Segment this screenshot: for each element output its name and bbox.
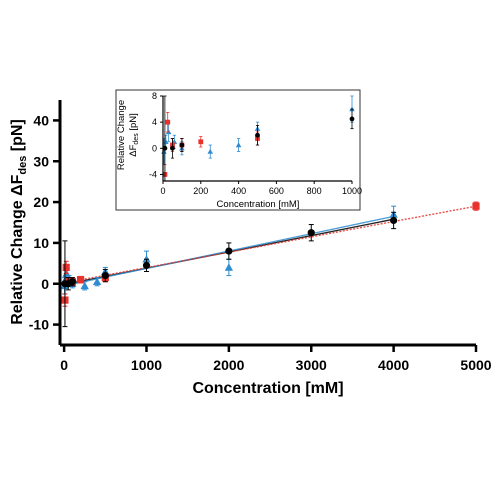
x-tick-label: 4000 bbox=[378, 357, 409, 373]
inset-y-axis-title-line1: Relative Change bbox=[116, 100, 127, 170]
data-point-blue bbox=[224, 258, 234, 277]
inset-point-black-circle bbox=[162, 145, 168, 151]
y-tick-label: -10 bbox=[29, 317, 49, 333]
inset-y-axis-title-line2: ΔFdes [pN] bbox=[128, 113, 140, 157]
y-tick-label: 20 bbox=[33, 194, 49, 210]
inset-y-axis-title-subscript: des bbox=[133, 133, 140, 145]
data-point-red bbox=[76, 275, 85, 284]
data-point-black-circle bbox=[101, 271, 109, 280]
inset-x-tick-label: 800 bbox=[307, 186, 322, 196]
data-point-black-circle bbox=[142, 261, 151, 269]
main-data-points bbox=[60, 201, 480, 328]
inset-y-tick-label: -4 bbox=[149, 169, 157, 179]
inset-x-ticks: 0 200 400 600 800 1000 bbox=[160, 181, 362, 196]
inset-y-axis-title-unit: [pN] bbox=[128, 113, 139, 133]
data-point-red bbox=[472, 201, 480, 211]
inset-x-tick-label: 400 bbox=[231, 186, 246, 196]
inset-x-tick-label: 200 bbox=[193, 186, 208, 196]
x-tick-label: 0 bbox=[60, 357, 68, 373]
data-point-black-circle bbox=[225, 247, 233, 255]
data-point-blue-triangle bbox=[80, 281, 89, 290]
main-y-axis-title-subscript: des bbox=[17, 156, 29, 175]
data-point-black bbox=[307, 224, 315, 242]
inset-point-black-circle bbox=[349, 116, 355, 122]
main-x-axis-title: Concentration [mM] bbox=[192, 380, 343, 397]
y-tick-label: 10 bbox=[33, 235, 49, 251]
inset-point-black bbox=[170, 138, 175, 159]
data-point-red-square bbox=[472, 202, 480, 210]
inset-y-tick-label: 8 bbox=[152, 91, 157, 101]
inset-x-tick-label: 0 bbox=[160, 186, 165, 196]
data-point-black bbox=[225, 242, 233, 260]
main-fit-lines bbox=[63, 205, 477, 287]
data-point-black-circle bbox=[68, 278, 76, 286]
main-y-ticks: -10 0 10 20 30 40 bbox=[29, 112, 60, 333]
inset-point-blue bbox=[235, 138, 242, 152]
x-tick-label: 3000 bbox=[296, 357, 327, 373]
inset-x-tick-label: 600 bbox=[269, 186, 284, 196]
data-point-black-circle bbox=[390, 216, 398, 225]
data-point-red bbox=[62, 260, 70, 275]
inset-x-axis-title: Concentration [mM] bbox=[217, 199, 300, 210]
inset-data-points bbox=[161, 95, 355, 182]
inset-point-blue bbox=[207, 144, 214, 159]
main-y-axis-title-prefix: Relative Change ΔF bbox=[9, 174, 26, 324]
main-y-axis-title: Relative Change ΔFdes [pN] bbox=[9, 119, 29, 325]
fit-line-red bbox=[63, 205, 477, 284]
data-point-black bbox=[142, 258, 151, 272]
x-tick-label: 1000 bbox=[131, 357, 162, 373]
y-tick-label: 40 bbox=[33, 112, 49, 128]
data-point-blue-triangle bbox=[92, 277, 102, 286]
inset-point-black bbox=[179, 138, 185, 152]
x-tick-label: 5000 bbox=[460, 357, 491, 373]
data-point-black-circle bbox=[307, 229, 315, 237]
inset-y-tick-label: 4 bbox=[152, 117, 157, 127]
inset-y-axis-title-prefix: ΔF bbox=[128, 144, 139, 156]
inset-point-red-square bbox=[198, 139, 204, 145]
inset-y-ticks: -4 0 4 8 bbox=[149, 91, 163, 179]
inset-point-blue-triangle bbox=[207, 148, 214, 154]
data-point-black bbox=[390, 211, 398, 230]
data-point-black bbox=[101, 268, 109, 283]
inset-point-red-square bbox=[165, 119, 171, 125]
inset-point-red bbox=[165, 111, 171, 133]
data-point-blue-triangle bbox=[224, 263, 234, 271]
inset-x-tick-label: 1000 bbox=[342, 186, 362, 196]
inset-point-blue-triangle bbox=[163, 139, 169, 144]
inset-point-blue-triangle bbox=[235, 142, 242, 148]
inset-frame bbox=[115, 89, 361, 211]
x-tick-label: 2000 bbox=[213, 357, 244, 373]
y-tick-label: 0 bbox=[41, 276, 49, 292]
inset-point-black-circle bbox=[170, 145, 175, 151]
y-tick-label: 30 bbox=[33, 153, 49, 169]
inset-point-black bbox=[349, 108, 355, 130]
data-point-black bbox=[68, 277, 76, 287]
inset-y-tick-label: 0 bbox=[152, 143, 157, 153]
data-point-red-square bbox=[76, 276, 85, 284]
main-x-ticks: 0 1000 2000 3000 4000 5000 bbox=[60, 345, 492, 373]
inset-point-black-circle bbox=[179, 142, 185, 148]
inset-point-black bbox=[162, 95, 168, 182]
inset-point-black bbox=[255, 125, 260, 146]
data-point-blue bbox=[92, 277, 102, 287]
inset-point-black-circle bbox=[255, 132, 260, 138]
data-point-red-square bbox=[62, 263, 70, 272]
inset-point-red bbox=[198, 136, 204, 148]
main-y-axis-title-unit: [pN] bbox=[9, 119, 26, 155]
